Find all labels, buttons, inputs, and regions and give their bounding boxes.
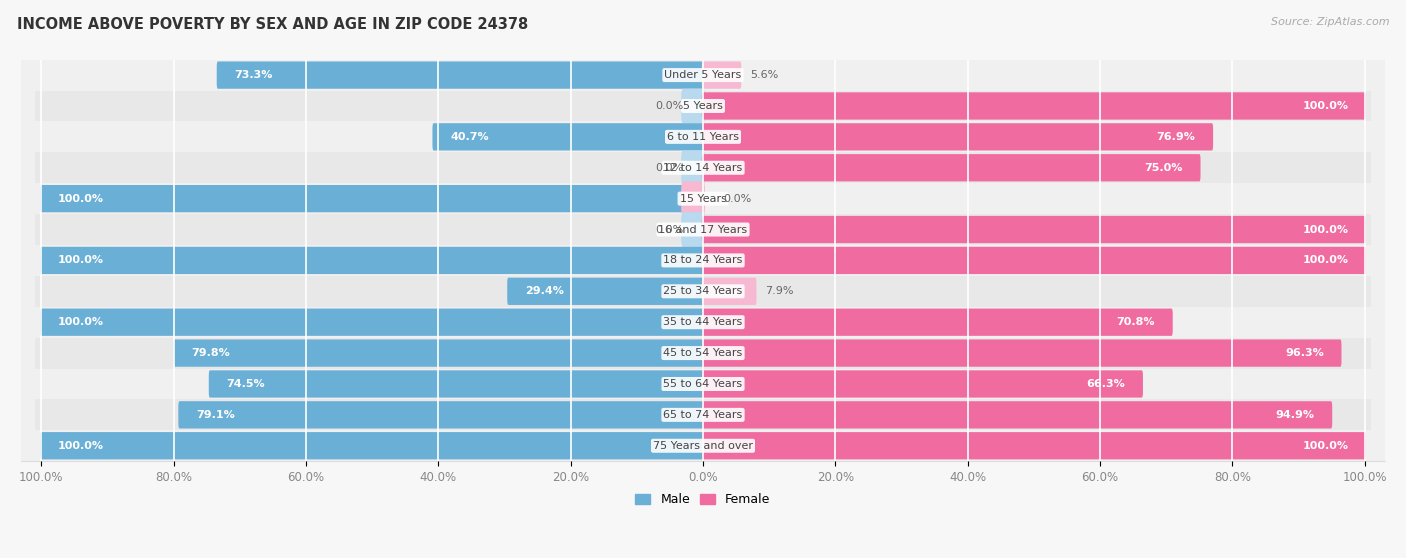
FancyBboxPatch shape: [681, 181, 704, 216]
Bar: [35, 245, 1371, 276]
Text: 15 Years: 15 Years: [679, 194, 727, 204]
Text: 96.3%: 96.3%: [1285, 348, 1323, 358]
Text: 79.8%: 79.8%: [191, 348, 231, 358]
Text: Under 5 Years: Under 5 Years: [665, 70, 741, 80]
Bar: [35, 368, 1371, 400]
Text: 94.9%: 94.9%: [1275, 410, 1315, 420]
Text: 100.0%: 100.0%: [1302, 101, 1348, 111]
Bar: [35, 276, 1371, 307]
Bar: [35, 122, 1371, 152]
FancyBboxPatch shape: [702, 401, 1333, 429]
FancyBboxPatch shape: [39, 309, 704, 336]
Text: 76.9%: 76.9%: [1157, 132, 1195, 142]
Text: 55 to 64 Years: 55 to 64 Years: [664, 379, 742, 389]
FancyBboxPatch shape: [702, 247, 1367, 274]
Text: 5 Years: 5 Years: [683, 101, 723, 111]
Text: 35 to 44 Years: 35 to 44 Years: [664, 317, 742, 327]
FancyBboxPatch shape: [702, 154, 1201, 181]
FancyBboxPatch shape: [39, 185, 704, 212]
Text: 0.0%: 0.0%: [655, 163, 683, 173]
Legend: Male, Female: Male, Female: [630, 488, 776, 511]
Text: 0.0%: 0.0%: [723, 194, 751, 204]
Text: 66.3%: 66.3%: [1087, 379, 1125, 389]
Text: 25 to 34 Years: 25 to 34 Years: [664, 286, 742, 296]
Text: 100.0%: 100.0%: [58, 441, 104, 451]
Text: 12 to 14 Years: 12 to 14 Years: [664, 163, 742, 173]
FancyBboxPatch shape: [39, 432, 704, 459]
Text: 18 to 24 Years: 18 to 24 Years: [664, 256, 742, 266]
FancyBboxPatch shape: [433, 123, 704, 151]
Text: 100.0%: 100.0%: [1302, 256, 1348, 266]
FancyBboxPatch shape: [702, 339, 1341, 367]
Bar: [35, 338, 1371, 368]
Text: Source: ZipAtlas.com: Source: ZipAtlas.com: [1271, 17, 1389, 27]
Bar: [35, 400, 1371, 430]
Text: 100.0%: 100.0%: [58, 317, 104, 327]
Text: 100.0%: 100.0%: [1302, 441, 1348, 451]
Text: 79.1%: 79.1%: [195, 410, 235, 420]
Bar: [35, 430, 1371, 461]
FancyBboxPatch shape: [702, 216, 1367, 243]
Text: 65 to 74 Years: 65 to 74 Years: [664, 410, 742, 420]
FancyBboxPatch shape: [702, 61, 741, 89]
FancyBboxPatch shape: [702, 371, 1143, 398]
Text: 0.0%: 0.0%: [655, 224, 683, 234]
Text: 100.0%: 100.0%: [1302, 224, 1348, 234]
Text: 29.4%: 29.4%: [524, 286, 564, 296]
FancyBboxPatch shape: [702, 123, 1213, 151]
FancyBboxPatch shape: [681, 212, 704, 247]
Text: 0.0%: 0.0%: [655, 101, 683, 111]
Bar: [35, 214, 1371, 245]
FancyBboxPatch shape: [681, 89, 704, 123]
Text: INCOME ABOVE POVERTY BY SEX AND AGE IN ZIP CODE 24378: INCOME ABOVE POVERTY BY SEX AND AGE IN Z…: [17, 17, 529, 32]
FancyBboxPatch shape: [208, 371, 704, 398]
Text: 16 and 17 Years: 16 and 17 Years: [658, 224, 748, 234]
FancyBboxPatch shape: [702, 278, 756, 305]
Bar: [35, 90, 1371, 122]
FancyBboxPatch shape: [217, 61, 704, 89]
FancyBboxPatch shape: [681, 151, 704, 185]
FancyBboxPatch shape: [508, 278, 704, 305]
Bar: [35, 183, 1371, 214]
FancyBboxPatch shape: [179, 401, 704, 429]
FancyBboxPatch shape: [702, 92, 1367, 119]
Text: 100.0%: 100.0%: [58, 194, 104, 204]
Text: 100.0%: 100.0%: [58, 256, 104, 266]
Text: 45 to 54 Years: 45 to 54 Years: [664, 348, 742, 358]
Text: 40.7%: 40.7%: [450, 132, 489, 142]
Text: 73.3%: 73.3%: [235, 70, 273, 80]
Text: 74.5%: 74.5%: [226, 379, 266, 389]
Text: 5.6%: 5.6%: [749, 70, 779, 80]
Text: 6 to 11 Years: 6 to 11 Years: [666, 132, 740, 142]
Text: 75 Years and over: 75 Years and over: [652, 441, 754, 451]
Bar: [35, 307, 1371, 338]
Text: 7.9%: 7.9%: [765, 286, 794, 296]
Text: 70.8%: 70.8%: [1116, 317, 1154, 327]
FancyBboxPatch shape: [702, 432, 1367, 459]
Text: 75.0%: 75.0%: [1144, 163, 1182, 173]
FancyBboxPatch shape: [39, 247, 704, 274]
Bar: [35, 60, 1371, 90]
FancyBboxPatch shape: [174, 339, 704, 367]
Bar: [35, 152, 1371, 183]
FancyBboxPatch shape: [702, 309, 1173, 336]
